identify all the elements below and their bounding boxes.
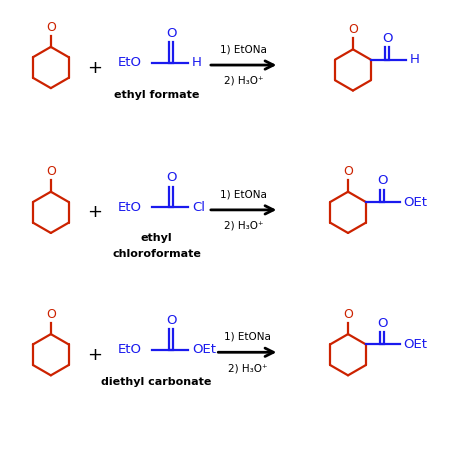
Text: O: O: [166, 314, 176, 327]
Text: H: H: [410, 53, 420, 66]
Text: O: O: [46, 21, 56, 34]
Text: 1) EtONa: 1) EtONa: [224, 331, 271, 341]
Text: 2) H₃O⁺: 2) H₃O⁺: [228, 363, 267, 373]
Text: O: O: [46, 308, 56, 321]
Text: O: O: [348, 23, 358, 36]
Text: O: O: [166, 171, 176, 184]
Text: 1) EtONa: 1) EtONa: [220, 189, 267, 199]
Text: OEt: OEt: [403, 338, 428, 351]
Text: OEt: OEt: [192, 343, 216, 356]
Text: H: H: [192, 56, 201, 69]
Text: 1) EtONa: 1) EtONa: [220, 44, 267, 54]
Text: +: +: [88, 346, 102, 364]
Text: +: +: [88, 59, 102, 77]
Text: ethyl: ethyl: [141, 233, 172, 243]
Text: O: O: [382, 32, 392, 45]
Text: EtO: EtO: [118, 343, 142, 356]
Text: O: O: [166, 26, 176, 40]
Text: OEt: OEt: [403, 195, 428, 208]
Text: 2) H₃O⁺: 2) H₃O⁺: [224, 76, 264, 86]
Text: EtO: EtO: [118, 201, 142, 214]
Text: ethyl formate: ethyl formate: [114, 91, 199, 101]
Text: 2) H₃O⁺: 2) H₃O⁺: [224, 221, 264, 231]
Text: O: O: [377, 316, 388, 329]
Text: Cl: Cl: [192, 201, 205, 214]
Text: O: O: [343, 165, 353, 178]
Text: O: O: [343, 308, 353, 321]
Text: O: O: [377, 174, 388, 187]
Text: O: O: [46, 165, 56, 178]
Text: EtO: EtO: [118, 56, 142, 69]
Text: +: +: [88, 203, 102, 221]
Text: diethyl carbonate: diethyl carbonate: [101, 377, 211, 387]
Text: chloroformate: chloroformate: [112, 249, 201, 259]
